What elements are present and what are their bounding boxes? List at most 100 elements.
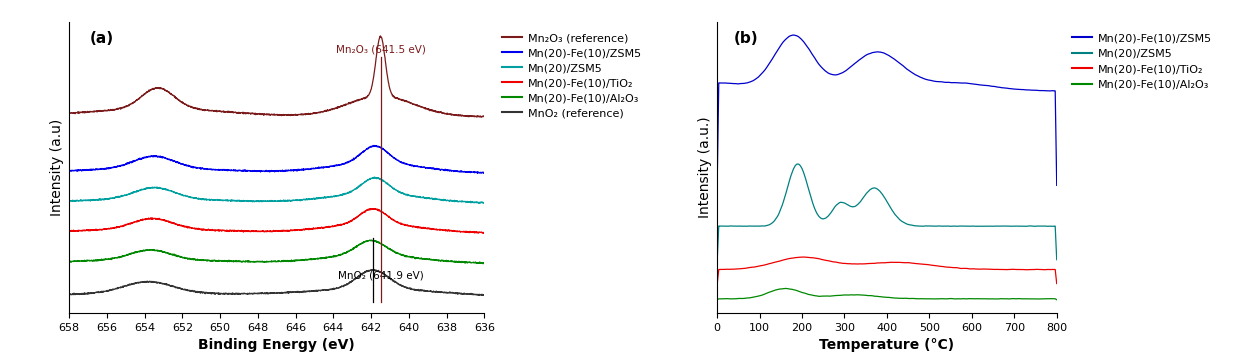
Mn(20)-Fe(10)/ZSM5 [476, 171, 491, 175]
Mn₂O₃ (reference) [477, 114, 492, 119]
Text: MnO₂ (641.9 eV): MnO₂ (641.9 eV) [337, 270, 424, 280]
Mn(20)/ZSM5 [1039, 224, 1054, 229]
Legend: Mn(20)-Fe(10)/ZSM5, Mn(20)/ZSM5, Mn(20)-Fe(10)/TiO₂, Mn(20)-Fe(10)/Al₂O₃: Mn(20)-Fe(10)/ZSM5, Mn(20)/ZSM5, Mn(20)-… [1073, 33, 1213, 90]
Mn(20)-Fe(10)/Al₂O₃ [362, 238, 377, 242]
Mn(20)-Fe(10)/TiO₂ [727, 267, 742, 271]
Mn(20)-Fe(10)/TiO₂ [977, 267, 993, 271]
Mn(20)/ZSM5 [62, 199, 77, 203]
X-axis label: Binding Energy (eV): Binding Energy (eV) [199, 338, 355, 352]
Mn(20)/ZSM5 [150, 185, 165, 190]
MnO₂ (reference) [73, 292, 88, 296]
Mn(20)-Fe(10)/TiO₂ [796, 255, 811, 259]
Mn(20)-Fe(10)/ZSM5 [1039, 88, 1054, 93]
Mn₂O₃ (reference) [455, 114, 470, 118]
Mn(20)-Fe(10)/TiO₂ [286, 228, 301, 233]
MnO₂ (reference) [476, 293, 491, 298]
Mn(20)-Fe(10)/ZSM5 [786, 33, 801, 37]
Mn(20)/ZSM5 [73, 199, 88, 203]
Mn₂O₃ (reference) [62, 111, 77, 116]
Line: Mn(20)-Fe(10)/Al₂O₃: Mn(20)-Fe(10)/Al₂O₃ [69, 240, 484, 264]
Mn(20)-Fe(10)/Al₂O₃ [62, 260, 77, 264]
Mn(20)-Fe(10)/ZSM5 [62, 169, 77, 173]
Mn₂O₃ (reference) [286, 113, 301, 118]
Mn(20)/ZSM5 [977, 224, 993, 228]
Line: Mn(20)/ZSM5: Mn(20)/ZSM5 [717, 164, 1057, 264]
Mn(20)/ZSM5 [1049, 257, 1064, 262]
Mn(20)/ZSM5 [472, 201, 487, 205]
Text: (b): (b) [733, 31, 759, 46]
Line: MnO₂ (reference): MnO₂ (reference) [69, 270, 484, 296]
Mn(20)/ZSM5 [790, 162, 805, 166]
Mn(20)/ZSM5 [1039, 224, 1054, 228]
Mn(20)-Fe(10)/TiO₂ [1039, 268, 1054, 272]
MnO₂ (reference) [477, 293, 492, 297]
MnO₂ (reference) [62, 292, 77, 297]
Mn(20)/ZSM5 [710, 261, 725, 266]
Mn₂O₃ (reference) [372, 34, 387, 38]
Mn(20)-Fe(10)/Al₂O₃ [73, 259, 88, 263]
Mn(20)-Fe(10)/TiO₂ [710, 283, 725, 287]
Mn(20)-Fe(10)/TiO₂ [74, 229, 89, 233]
Mn(20)-Fe(10)/TiO₂ [874, 261, 889, 265]
Mn(20)/ZSM5 [73, 198, 88, 203]
Line: Mn(20)-Fe(10)/TiO₂: Mn(20)-Fe(10)/TiO₂ [717, 257, 1057, 285]
Line: Mn₂O₃ (reference): Mn₂O₃ (reference) [69, 36, 484, 117]
Mn(20)-Fe(10)/Al₂O₃ [866, 294, 881, 298]
Mn(20)-Fe(10)/Al₂O₃ [727, 297, 742, 301]
Mn(20)/ZSM5 [286, 198, 301, 203]
Line: Mn(20)-Fe(10)/ZSM5: Mn(20)-Fe(10)/ZSM5 [69, 145, 484, 173]
Mn(20)-Fe(10)/TiO₂ [1049, 281, 1064, 286]
Mn(20)-Fe(10)/Al₂O₃ [477, 261, 492, 265]
Text: (a): (a) [91, 31, 114, 46]
MnO₂ (reference) [274, 290, 289, 295]
Mn(20)-Fe(10)/ZSM5 [150, 154, 165, 158]
Mn(20)-Fe(10)/Al₂O₃ [286, 258, 301, 263]
Line: Mn(20)-Fe(10)/ZSM5: Mn(20)-Fe(10)/ZSM5 [717, 35, 1057, 192]
Mn₂O₃ (reference) [474, 115, 489, 119]
Mn(20)-Fe(10)/ZSM5 [455, 170, 470, 174]
MnO₂ (reference) [73, 292, 88, 296]
X-axis label: Temperature (°C): Temperature (°C) [819, 338, 955, 352]
Mn(20)-Fe(10)/TiO₂ [274, 228, 289, 233]
Mn(20)-Fe(10)/Al₂O₃ [150, 248, 165, 253]
Mn(20)-Fe(10)/Al₂O₃ [710, 298, 725, 302]
MnO₂ (reference) [365, 268, 380, 272]
Mn(20)-Fe(10)/Al₂O₃ [1039, 297, 1054, 301]
Mn(20)/ZSM5 [866, 186, 881, 190]
Mn₂O₃ (reference) [73, 110, 88, 115]
Mn(20)-Fe(10)/Al₂O₃ [455, 260, 470, 265]
Mn(20)-Fe(10)/ZSM5 [710, 190, 725, 194]
Mn(20)-Fe(10)/Al₂O₃ [274, 258, 289, 263]
Mn(20)/ZSM5 [477, 201, 492, 205]
Mn(20)-Fe(10)/Al₂O₃ [977, 297, 993, 301]
Mn(20)-Fe(10)/Al₂O₃ [1039, 297, 1054, 301]
Mn(20)-Fe(10)/Al₂O₃ [73, 259, 88, 263]
Mn(20)-Fe(10)/TiO₂ [150, 217, 165, 221]
Mn(20)-Fe(10)/ZSM5 [1049, 183, 1064, 187]
Mn(20)/ZSM5 [874, 192, 889, 197]
Mn(20)-Fe(10)/TiO₂ [477, 231, 492, 236]
Legend: Mn₂O₃ (reference), Mn(20)-Fe(10)/ZSM5, Mn(20)/ZSM5, Mn(20)-Fe(10)/TiO₂, Mn(20)-F: Mn₂O₃ (reference), Mn(20)-Fe(10)/ZSM5, M… [502, 33, 642, 118]
Line: Mn(20)-Fe(10)/Al₂O₃: Mn(20)-Fe(10)/Al₂O₃ [717, 288, 1057, 300]
Mn(20)-Fe(10)/TiO₂ [73, 228, 88, 233]
Mn(20)-Fe(10)/ZSM5 [977, 83, 993, 87]
Y-axis label: Intensity (a.u): Intensity (a.u) [49, 119, 64, 216]
Mn(20)-Fe(10)/ZSM5 [286, 168, 301, 172]
Mn(20)-Fe(10)/Al₂O₃ [1049, 297, 1064, 302]
MnO₂ (reference) [455, 292, 470, 296]
Mn(20)-Fe(10)/ZSM5 [274, 169, 289, 173]
Mn(20)/ZSM5 [274, 199, 289, 203]
Mn₂O₃ (reference) [150, 86, 165, 91]
Mn(20)-Fe(10)/ZSM5 [73, 168, 88, 172]
Mn(20)/ZSM5 [455, 199, 470, 203]
Mn(20)-Fe(10)/ZSM5 [1039, 88, 1054, 93]
Y-axis label: Intensity (a.u.): Intensity (a.u.) [697, 116, 712, 218]
Mn(20)-Fe(10)/TiO₂ [455, 229, 470, 234]
Mn(20)-Fe(10)/TiO₂ [1039, 268, 1054, 272]
Mn₂O₃ (reference) [73, 110, 88, 115]
Line: Mn(20)/ZSM5: Mn(20)/ZSM5 [69, 177, 484, 203]
Mn(20)-Fe(10)/TiO₂ [367, 206, 382, 211]
Mn(20)-Fe(10)/TiO₂ [62, 229, 77, 233]
Mn₂O₃ (reference) [274, 113, 289, 117]
Mn(20)-Fe(10)/ZSM5 [73, 168, 88, 172]
